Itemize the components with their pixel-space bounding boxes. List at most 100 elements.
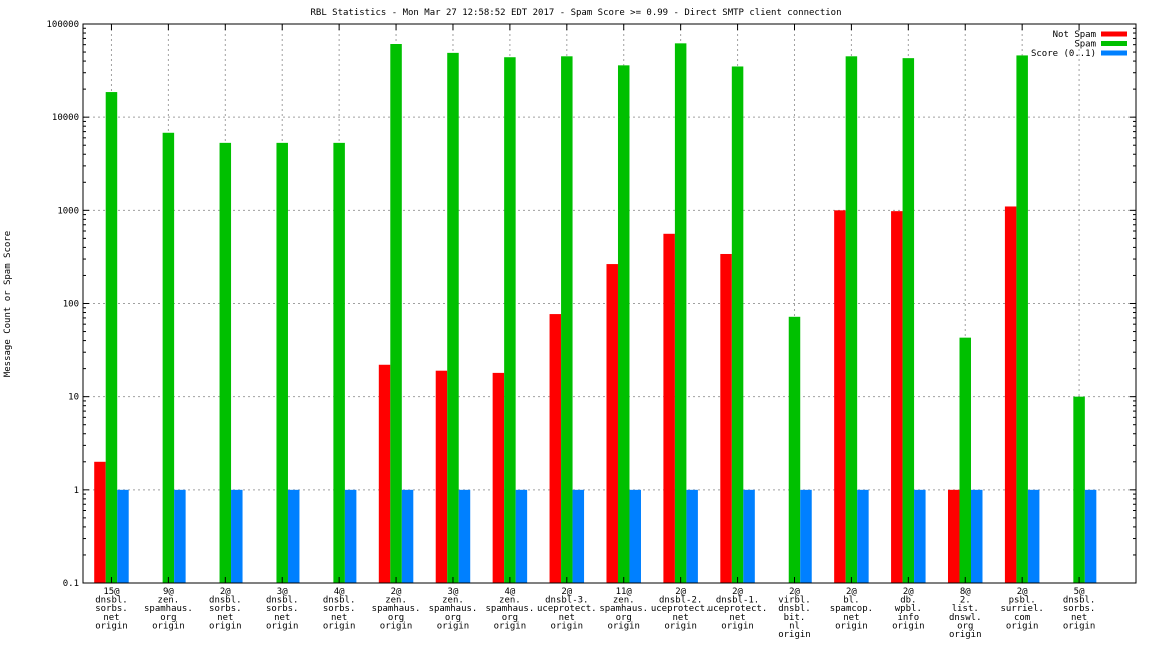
bar-not-spam xyxy=(378,364,391,583)
bar-not-spam xyxy=(720,253,732,583)
bar-score xyxy=(857,489,869,583)
bar-spam xyxy=(333,142,345,583)
legend-label: Score (0..1) xyxy=(1031,49,1096,59)
y-tick-label: 10000 xyxy=(52,113,79,123)
x-tick-label: zen. xyxy=(442,596,464,606)
bar-not-spam xyxy=(663,233,675,583)
x-tick-label: org xyxy=(957,621,973,631)
x-tick-label: origin xyxy=(152,621,185,631)
bar-spam xyxy=(162,132,175,584)
x-tick-label: net xyxy=(331,613,347,623)
x-tick-label: sorbs. xyxy=(1063,604,1096,614)
bar-not-spam xyxy=(1004,206,1017,583)
x-tick-label: origin xyxy=(551,621,584,631)
x-tick-label: list. xyxy=(952,604,979,614)
x-tick-label: origin xyxy=(949,630,982,640)
bar-spam xyxy=(219,142,232,583)
x-tick-label: info xyxy=(897,613,919,623)
x-tick-label: zen. xyxy=(158,596,180,606)
x-tick-label: surriel. xyxy=(1000,604,1043,614)
x-tick-label: uceprotect. xyxy=(708,604,768,614)
x-tick-label: origin xyxy=(607,621,640,631)
bar-score xyxy=(344,489,357,583)
x-tick-label: virbl. xyxy=(778,596,811,606)
x-tick-label: 2@ xyxy=(789,587,800,597)
bar-score xyxy=(174,489,186,583)
bar-not-spam xyxy=(606,264,618,583)
bar-spam xyxy=(1016,55,1028,583)
x-tick-label: 4@ xyxy=(504,587,515,597)
bar-score xyxy=(117,489,129,583)
bar-score xyxy=(287,489,300,583)
y-axis-label: Message Count or Spam Score xyxy=(3,231,13,377)
x-tick-label: sorbs. xyxy=(266,604,299,614)
bar-score xyxy=(743,489,755,583)
plot-border xyxy=(82,23,1137,584)
bar-spam xyxy=(105,92,118,584)
bar-not-spam xyxy=(435,370,448,583)
x-tick-label: origin xyxy=(892,621,925,631)
x-tick-label: dnsbl-3. xyxy=(545,596,588,606)
bar-not-spam xyxy=(891,211,903,584)
x-tick-label: dnsbl. xyxy=(266,596,299,606)
bars xyxy=(94,43,1097,584)
bar-spam xyxy=(902,58,915,584)
x-tick-label: 5@ xyxy=(1074,587,1085,597)
x-tick-label: 2@ xyxy=(220,587,231,597)
bar-spam xyxy=(731,66,744,583)
x-tick-label: spamhaus. xyxy=(372,604,421,614)
x-tick-label: net xyxy=(217,613,233,623)
bar-spam xyxy=(561,56,573,584)
x-tick-label: 2@ xyxy=(846,587,857,597)
x-tick-label: db. xyxy=(900,596,916,606)
x-tick-label: uceprotect. xyxy=(651,604,711,614)
x-tick-label: psbl. xyxy=(1009,596,1036,606)
x-tick-label: net xyxy=(843,613,859,623)
y-tick-label: 100 xyxy=(63,300,79,310)
bar-not-spam xyxy=(492,372,505,583)
x-tick-label: sorbs. xyxy=(95,604,128,614)
x-tick-label: origin xyxy=(664,621,697,631)
legend-swatch xyxy=(1101,41,1127,46)
bar-score xyxy=(629,489,641,583)
legend-swatch xyxy=(1101,31,1127,37)
x-tick-label: 11@ xyxy=(616,587,633,597)
x-tick-label: org xyxy=(445,613,461,623)
bar-score xyxy=(686,489,698,583)
x-tick-label: 8@ xyxy=(960,587,971,597)
bar-spam xyxy=(674,43,687,584)
bar-not-spam xyxy=(94,461,106,583)
x-tick-label: bl. xyxy=(843,596,859,606)
x-tick-label: origin xyxy=(266,621,299,631)
x-tick-label: spamcop. xyxy=(830,604,873,614)
x-tick-label: zen. xyxy=(385,596,407,606)
x-tick-label: origin xyxy=(209,621,242,631)
x-tick-label: origin xyxy=(721,621,754,631)
x-tick-label: org xyxy=(388,613,404,623)
x-tick-label: org xyxy=(616,613,632,623)
x-tick-label: dnsbl. xyxy=(323,596,356,606)
legend-swatch xyxy=(1101,50,1127,56)
x-tick-label: 3@ xyxy=(277,587,288,597)
x-tick-label: dnswl. xyxy=(949,613,982,623)
bar-spam xyxy=(1073,396,1085,583)
bar-score xyxy=(515,489,528,583)
x-tick-label: origin xyxy=(494,621,527,631)
y-tick-label: 1000 xyxy=(57,206,79,216)
x-tick-label: sorbs. xyxy=(323,604,356,614)
x-tick-label: origin xyxy=(1063,621,1096,631)
x-tick-label: 9@ xyxy=(163,587,174,597)
x-tick-label: origin xyxy=(1006,621,1039,631)
bar-spam xyxy=(959,337,971,583)
bar-score xyxy=(1027,489,1040,583)
x-tick-label: origin xyxy=(380,621,413,631)
x-tick-label: dnsbl-2. xyxy=(659,596,702,606)
x-tick-label: 2. xyxy=(960,596,971,606)
x-tick-label: 2@ xyxy=(1017,587,1028,597)
bar-not-spam xyxy=(834,210,846,584)
x-tick-label: com xyxy=(1014,613,1030,623)
x-tick-label: 2@ xyxy=(675,587,686,597)
x-tick-label: origin xyxy=(437,621,470,631)
